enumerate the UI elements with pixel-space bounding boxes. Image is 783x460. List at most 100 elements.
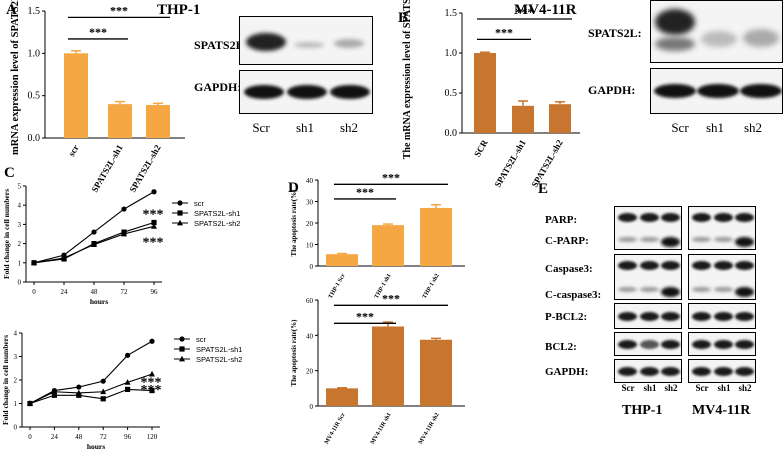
blot-e-cell-line-thp1: THP-1 (622, 403, 663, 418)
C_top-sig-label: *** (143, 207, 164, 222)
C_bottom-series-line (29, 373, 153, 404)
D_bottom-y-tick-label: 20 (306, 368, 314, 376)
D_top-a-sig-label: *** (356, 185, 374, 199)
band (735, 287, 754, 297)
C_bottom-y-tick-label: 1 (14, 400, 18, 408)
C_top-legend-point-square (177, 210, 183, 216)
D_top-y-tick-label: 40 (306, 177, 314, 185)
C_bottom-x-tick-label: 120 (147, 433, 158, 441)
A_bar-y-axis-label: mRNA expression level of SPATS2L (10, 0, 21, 155)
C_bottom-point-triangle (75, 389, 82, 396)
blot-e-label: Caspase3: (545, 263, 593, 275)
C_top-point-circle (121, 206, 127, 212)
band (713, 287, 733, 292)
C_bottom-legend-point-triangle (179, 355, 185, 362)
band (697, 84, 739, 98)
C_top-y-tick-label: 0 (18, 279, 22, 287)
band (654, 84, 696, 98)
band (713, 312, 733, 321)
D_top-bar (372, 225, 404, 266)
B_bar-category-label: SCR (472, 138, 490, 159)
D_bottom-category-label: MV4-11R sh1 (370, 412, 393, 445)
B_bar-bar (549, 104, 571, 133)
D_top-bar (420, 207, 452, 266)
D_bottom-category-label: MV4-11R sh2 (418, 412, 441, 445)
C_top-x-tick-label: 72 (121, 288, 129, 296)
A_bar-category-label: scr (66, 143, 80, 158)
band (713, 367, 733, 376)
blot-e-box (688, 254, 756, 300)
band (661, 237, 680, 247)
C_top-y-axis-label: Fold change in cell numbers (2, 189, 11, 279)
D_bottom-bar (326, 388, 358, 406)
D_top-y-tick-label: 0 (310, 263, 314, 271)
B_bar-y-axis-label: The mRNA expression level of SPATS2L (402, 0, 413, 159)
C_top-point-triangle (151, 223, 157, 229)
C_bottom-point-square (125, 386, 131, 392)
D_top-b-sig-label: *** (382, 170, 400, 184)
C_bottom-legend-point-square (179, 346, 185, 352)
C_top-point-triangle (91, 241, 97, 247)
blot-e-box (688, 303, 756, 329)
C_bottom-y-tick-label: 2 (14, 377, 18, 385)
D_top-bar (326, 254, 358, 266)
blot-e-label: C-caspase3: (545, 289, 602, 301)
C_bottom-legend-label: SPATS2L-sh2 (196, 355, 242, 364)
band (618, 213, 637, 222)
band (287, 85, 327, 99)
band (618, 237, 637, 242)
D_bottom-y-tick-label: 0 (310, 403, 314, 411)
B_bar-y-tick-label: 0.5 (445, 88, 458, 99)
D_bottom-a-sig-label: *** (356, 309, 374, 323)
D_bottom-y-tick-label: 60 (306, 297, 314, 305)
C_bottom-point-square (100, 396, 106, 402)
band (618, 287, 637, 292)
blot-a-lane-sh2: sh2 (339, 120, 359, 135)
C_bottom-legend-point-circle (179, 336, 185, 342)
band (330, 85, 370, 99)
band (713, 213, 733, 222)
B_bar-category-label: SPATS2L-sh1 (492, 138, 528, 189)
B_bar-y-tick-label: 0.0 (445, 128, 458, 139)
C_bottom-x-tick-label: 24 (51, 433, 59, 441)
D_top-y-tick-label: 10 (306, 242, 314, 250)
C_bottom-y-axis-label: Fold change in cell numbers (1, 335, 10, 425)
band (655, 9, 695, 35)
C_top-x-tick-label: 24 (61, 288, 69, 296)
panel-letter-a: A (6, 2, 17, 18)
blot-e-box (688, 359, 756, 383)
blot-e-mv4-lane-sh1: sh1 (717, 383, 731, 393)
A_bar-y-tick-label: 0.0 (28, 133, 41, 144)
band (713, 340, 733, 349)
C_top-point-circle (151, 189, 157, 195)
C_top-x-axis-label: hours (90, 297, 108, 306)
C_bottom-x-tick-label: 0 (28, 433, 32, 441)
blot-b-spats2l (650, 0, 783, 63)
band (735, 340, 754, 349)
band (692, 367, 711, 376)
band (334, 39, 364, 48)
C_bottom-y-tick-label: 3 (14, 353, 18, 361)
B_bar-y-tick-label: 1.0 (445, 48, 458, 59)
blot-e-box (688, 206, 756, 250)
B_bar-b-sig-label: *** (516, 5, 534, 19)
band (692, 287, 711, 292)
blot-e-box (614, 254, 682, 300)
C_top-point-square (151, 219, 157, 226)
band (701, 31, 737, 47)
C_top-x-tick-label: 0 (32, 288, 36, 296)
C_top-legend-label: SPATS2L-sh2 (194, 219, 240, 228)
panel-a-title: THP-1 (157, 2, 201, 18)
A_bar-b-sig-label: *** (110, 3, 128, 17)
D_top-y-tick-label: 30 (306, 199, 314, 207)
band (735, 237, 754, 247)
band (661, 312, 680, 321)
C_top-point-triangle (61, 254, 67, 261)
C_top-y-tick-label: 1 (18, 259, 22, 267)
blot-a-label-gapdh: GAPDH: (194, 80, 242, 94)
C_top-y-tick-label: 5 (18, 183, 22, 191)
C_top-sig-label: *** (143, 235, 164, 250)
blot-a-gapdh (239, 70, 373, 114)
blot-e-mv4-lane-sh2: sh2 (738, 383, 752, 393)
